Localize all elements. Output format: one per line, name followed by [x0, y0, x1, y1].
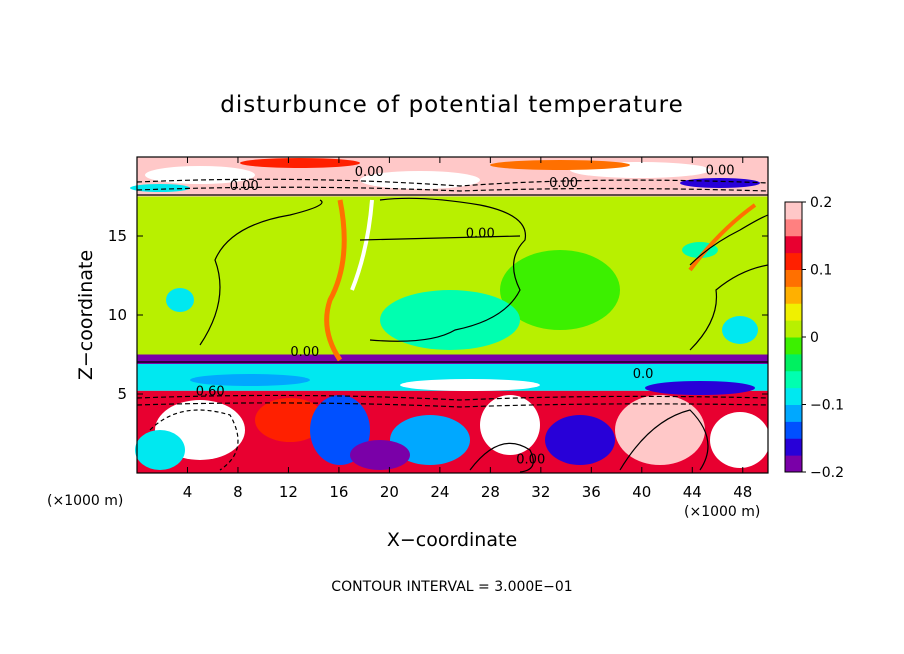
colorbar-swatch [785, 303, 802, 321]
contour-line [469, 442, 534, 473]
heatmap-blob [130, 184, 190, 192]
colorbar-swatch [785, 320, 802, 338]
x-tick-label: 12 [279, 483, 298, 501]
chart-title: disturbunce of potential temperature [220, 92, 684, 118]
colorbar-swatch [785, 455, 802, 473]
contour-line-dashed [149, 409, 239, 471]
contour-label: 0.00 [290, 345, 319, 360]
colorbar-swatch [785, 438, 802, 456]
x-axis-label: X−coordinate [387, 529, 517, 551]
heatmap-blob [400, 379, 540, 391]
colorbar-tick-label: −0.2 [810, 465, 844, 481]
contour-line-dashed [136, 178, 769, 187]
heatmap-blob [615, 395, 705, 465]
contour-label: 0.60 [196, 385, 225, 400]
heatmap-field [130, 157, 770, 473]
colorbar-swatch [785, 421, 802, 439]
x-tick-label: 8 [233, 483, 243, 501]
heatmap-blob [390, 415, 470, 465]
x-tick-label: 28 [481, 483, 500, 501]
x-tick-label: 16 [329, 483, 348, 501]
contour-label: 0.00 [516, 453, 545, 468]
contour-line-dashed [136, 186, 769, 192]
contour-line [369, 197, 527, 342]
heatmap-blob [710, 412, 770, 468]
heatmap-blob [645, 381, 755, 395]
heatmap-blob [190, 374, 310, 386]
x-tick-label: 40 [632, 483, 651, 501]
colorbar: 0.2 0.1 0 −0.1 −0.2 [784, 195, 844, 481]
heatmap-blob [500, 250, 620, 330]
colorbar-swatch [785, 218, 802, 237]
colorbar-swatch [785, 235, 802, 254]
x-tick-label: 48 [733, 483, 752, 501]
x-unit-right: (×1000 m) [684, 504, 760, 520]
colorbar-tick-label: −0.1 [810, 398, 844, 414]
contour-labels: 0.00 0.00 0.00 0.00 0.00 0.00 0.60 0.00 0.0 [196, 163, 735, 468]
contour-label: 0.00 [466, 227, 495, 242]
contour-label: 0.00 [355, 165, 384, 180]
colorbar-swatch [785, 353, 802, 372]
x-unit-left: (×1000 m) [47, 493, 123, 509]
heatmap-blob [135, 430, 185, 470]
contour-line-dashed [136, 394, 769, 401]
x-tick-label: 44 [683, 483, 702, 501]
x-tick-label: 24 [430, 483, 449, 501]
colorbar-swatch [785, 269, 802, 287]
heatmap-blob [248, 320, 292, 340]
contour-label: 0.00 [706, 163, 735, 178]
contour-label: 0.00 [549, 176, 578, 191]
heatmap-blob [255, 398, 325, 442]
contour-line [689, 264, 769, 351]
contour-lines [136, 178, 769, 473]
heatmap-blob [680, 178, 760, 188]
y-tick-label: 10 [108, 306, 127, 324]
heatmap-blob [545, 415, 615, 465]
contour-line-dashed [136, 402, 769, 408]
colorbar-tick-label: 0.1 [810, 263, 832, 279]
y-tick-label: 5 [117, 385, 127, 403]
y-tick-label: 15 [108, 227, 127, 245]
y-axis-label: Z−coordinate [75, 250, 97, 380]
y-axis: 5 10 15 [108, 227, 768, 403]
contour-label: 0.0 [633, 367, 654, 382]
colorbar-swatch [785, 370, 802, 389]
heatmap-plume [688, 203, 757, 272]
x-tick-label: 36 [582, 483, 601, 501]
heatmap-blob [360, 171, 480, 189]
contour-label: 0.00 [230, 179, 259, 194]
heatmap-blob [240, 158, 360, 168]
contour-line [689, 214, 769, 266]
heatmap-blob [490, 160, 630, 170]
heatmap-blob [722, 316, 758, 344]
x-tick-label: 4 [183, 483, 193, 501]
x-tick-label: 20 [380, 483, 399, 501]
heatmap-plume [350, 199, 374, 291]
colorbar-swatch [785, 252, 802, 270]
colorbar-tick-label: 0 [810, 330, 819, 346]
contour-line [359, 235, 521, 241]
heatmap-blob [380, 290, 520, 350]
colorbar-swatch [785, 337, 802, 355]
heatmap-blob [166, 288, 194, 312]
heatmap-plume [324, 199, 347, 362]
heatmap-band [137, 354, 768, 364]
contour-interval-note: CONTOUR INTERVAL = 3.000E−01 [331, 579, 572, 595]
colorbar-swatch [785, 286, 802, 304]
contour-line [619, 409, 709, 471]
heatmap-blob [350, 440, 410, 470]
contour-line [199, 199, 323, 346]
colorbar-tick-label: 0.2 [810, 195, 832, 211]
heatmap-blob [480, 395, 540, 455]
x-axis: 4 8 12 16 20 24 28 32 36 40 44 48 [183, 157, 752, 501]
colorbar-swatch [785, 404, 802, 422]
x-tick-label: 32 [531, 483, 550, 501]
colorbar-swatch [785, 387, 802, 405]
colorbar-swatch [785, 202, 802, 220]
